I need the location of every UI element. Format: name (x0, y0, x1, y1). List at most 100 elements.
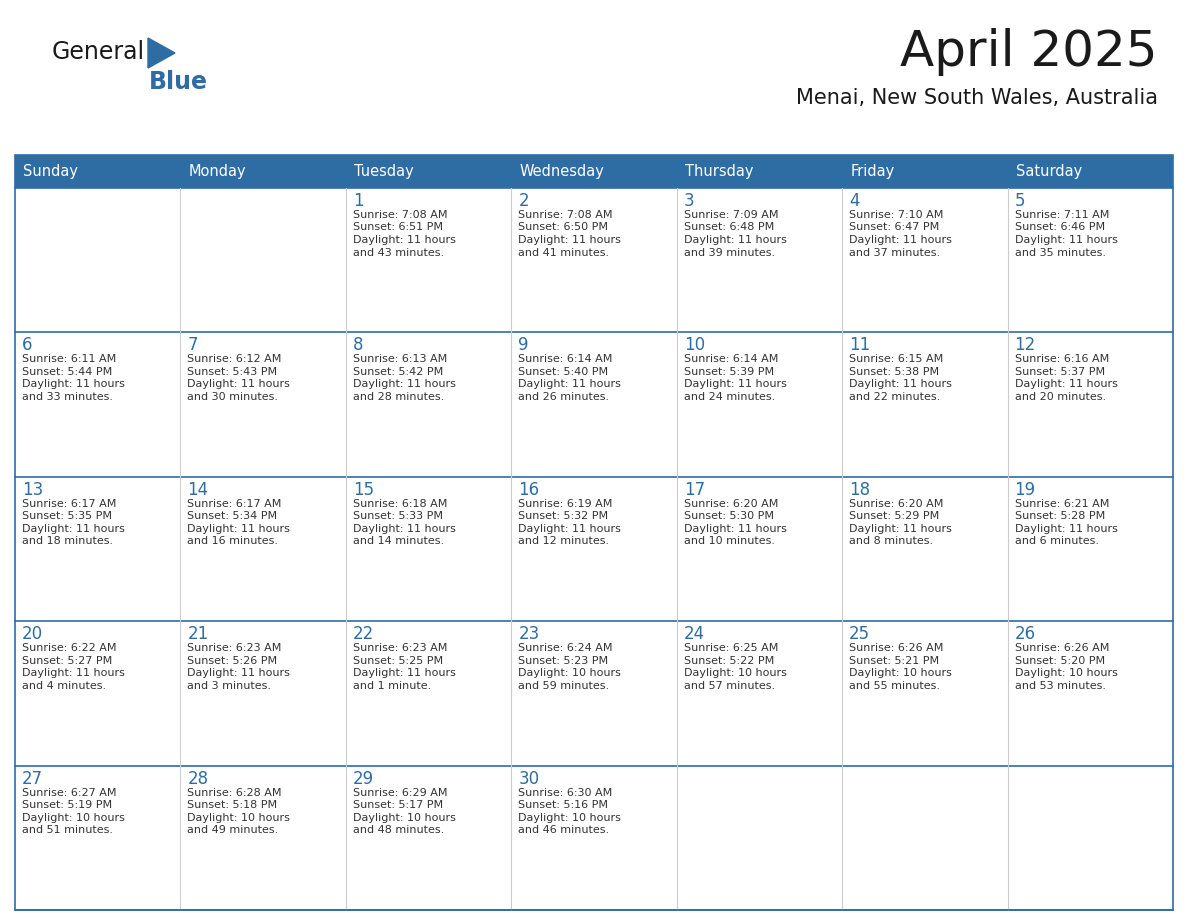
Text: Saturday: Saturday (1016, 164, 1082, 179)
Text: Daylight: 11 hours: Daylight: 11 hours (518, 379, 621, 389)
Polygon shape (148, 38, 175, 68)
Text: 16: 16 (518, 481, 539, 498)
Text: Daylight: 11 hours: Daylight: 11 hours (353, 668, 456, 678)
Bar (511, 621, 677, 766)
Text: Daylight: 10 hours: Daylight: 10 hours (518, 668, 621, 678)
Text: General: General (52, 40, 145, 64)
Text: Blue: Blue (148, 70, 208, 94)
Text: Daylight: 10 hours: Daylight: 10 hours (23, 812, 125, 823)
Text: Sunrise: 6:21 AM: Sunrise: 6:21 AM (1015, 498, 1108, 509)
Text: and 51 minutes.: and 51 minutes. (23, 825, 113, 835)
Text: 19: 19 (1015, 481, 1036, 498)
Text: Sunset: 5:19 PM: Sunset: 5:19 PM (23, 800, 112, 810)
Text: and 49 minutes.: and 49 minutes. (188, 825, 279, 835)
Text: Sunset: 6:47 PM: Sunset: 6:47 PM (849, 222, 940, 232)
Text: Sunset: 5:35 PM: Sunset: 5:35 PM (23, 511, 112, 521)
Text: and 18 minutes.: and 18 minutes. (23, 536, 113, 546)
Text: 22: 22 (353, 625, 374, 644)
Text: Sunset: 6:51 PM: Sunset: 6:51 PM (353, 222, 443, 232)
Text: Sunset: 5:29 PM: Sunset: 5:29 PM (849, 511, 940, 521)
Text: Daylight: 10 hours: Daylight: 10 hours (684, 668, 786, 678)
Text: Daylight: 11 hours: Daylight: 11 hours (23, 668, 125, 678)
Text: and 12 minutes.: and 12 minutes. (518, 536, 609, 546)
Bar (511, 155, 677, 188)
Text: Sunset: 5:17 PM: Sunset: 5:17 PM (353, 800, 443, 810)
Text: Friday: Friday (851, 164, 895, 179)
Text: Daylight: 11 hours: Daylight: 11 hours (684, 235, 786, 245)
Text: Sunset: 5:34 PM: Sunset: 5:34 PM (188, 511, 278, 521)
Text: Sunset: 5:40 PM: Sunset: 5:40 PM (518, 367, 608, 377)
Text: Sunrise: 6:26 AM: Sunrise: 6:26 AM (849, 644, 943, 654)
Text: Sunrise: 6:16 AM: Sunrise: 6:16 AM (1015, 354, 1108, 364)
Bar (181, 332, 346, 476)
Text: and 53 minutes.: and 53 minutes. (1015, 681, 1106, 690)
Text: 13: 13 (23, 481, 43, 498)
Bar (511, 188, 677, 332)
Text: Daylight: 10 hours: Daylight: 10 hours (188, 812, 290, 823)
Text: Daylight: 11 hours: Daylight: 11 hours (23, 524, 125, 533)
Text: Daylight: 10 hours: Daylight: 10 hours (353, 812, 456, 823)
Text: Sunset: 5:25 PM: Sunset: 5:25 PM (353, 655, 443, 666)
Bar (842, 621, 1007, 766)
Text: Sunset: 5:27 PM: Sunset: 5:27 PM (23, 655, 112, 666)
Text: Sunrise: 6:20 AM: Sunrise: 6:20 AM (849, 498, 943, 509)
Bar (677, 621, 842, 766)
Text: and 37 minutes.: and 37 minutes. (849, 248, 940, 258)
Text: Sunrise: 6:30 AM: Sunrise: 6:30 AM (518, 788, 613, 798)
Text: Sunrise: 6:24 AM: Sunrise: 6:24 AM (518, 644, 613, 654)
Bar (677, 155, 842, 188)
Text: Daylight: 11 hours: Daylight: 11 hours (684, 379, 786, 389)
Bar (1007, 766, 1173, 910)
Text: Sunset: 5:33 PM: Sunset: 5:33 PM (353, 511, 443, 521)
Text: 27: 27 (23, 769, 43, 788)
Text: 10: 10 (684, 336, 704, 354)
Bar (511, 476, 677, 621)
Text: Daylight: 10 hours: Daylight: 10 hours (518, 812, 621, 823)
Text: 11: 11 (849, 336, 871, 354)
Text: and 26 minutes.: and 26 minutes. (518, 392, 609, 402)
Text: Sunrise: 6:29 AM: Sunrise: 6:29 AM (353, 788, 448, 798)
Text: Sunrise: 6:19 AM: Sunrise: 6:19 AM (518, 498, 613, 509)
Text: Sunrise: 6:14 AM: Sunrise: 6:14 AM (518, 354, 613, 364)
Bar (1007, 332, 1173, 476)
Text: Sunset: 5:38 PM: Sunset: 5:38 PM (849, 367, 940, 377)
Text: 29: 29 (353, 769, 374, 788)
Bar (181, 621, 346, 766)
Text: 8: 8 (353, 336, 364, 354)
Text: Daylight: 11 hours: Daylight: 11 hours (1015, 524, 1118, 533)
Text: 24: 24 (684, 625, 704, 644)
Bar (346, 476, 511, 621)
Text: 9: 9 (518, 336, 529, 354)
Bar (677, 188, 842, 332)
Bar (842, 476, 1007, 621)
Text: Sunset: 6:50 PM: Sunset: 6:50 PM (518, 222, 608, 232)
Text: and 41 minutes.: and 41 minutes. (518, 248, 609, 258)
Text: Sunset: 5:28 PM: Sunset: 5:28 PM (1015, 511, 1105, 521)
Text: Daylight: 11 hours: Daylight: 11 hours (518, 524, 621, 533)
Text: 18: 18 (849, 481, 871, 498)
Bar (181, 766, 346, 910)
Text: and 1 minute.: and 1 minute. (353, 681, 431, 690)
Text: and 28 minutes.: and 28 minutes. (353, 392, 444, 402)
Text: Sunset: 6:46 PM: Sunset: 6:46 PM (1015, 222, 1105, 232)
Text: Sunset: 5:44 PM: Sunset: 5:44 PM (23, 367, 112, 377)
Text: Daylight: 11 hours: Daylight: 11 hours (353, 524, 456, 533)
Text: Sunset: 5:22 PM: Sunset: 5:22 PM (684, 655, 773, 666)
Bar (511, 332, 677, 476)
Text: Sunset: 5:39 PM: Sunset: 5:39 PM (684, 367, 773, 377)
Text: and 20 minutes.: and 20 minutes. (1015, 392, 1106, 402)
Text: 15: 15 (353, 481, 374, 498)
Text: Daylight: 11 hours: Daylight: 11 hours (188, 379, 290, 389)
Bar (1007, 155, 1173, 188)
Text: Daylight: 10 hours: Daylight: 10 hours (1015, 668, 1118, 678)
Text: and 39 minutes.: and 39 minutes. (684, 248, 775, 258)
Text: Sunset: 5:16 PM: Sunset: 5:16 PM (518, 800, 608, 810)
Bar (15, 476, 181, 621)
Text: Sunrise: 6:17 AM: Sunrise: 6:17 AM (23, 498, 116, 509)
Text: 26: 26 (1015, 625, 1036, 644)
Bar (842, 766, 1007, 910)
Text: 20: 20 (23, 625, 43, 644)
Text: Sunset: 6:48 PM: Sunset: 6:48 PM (684, 222, 773, 232)
Text: Sunrise: 6:11 AM: Sunrise: 6:11 AM (23, 354, 116, 364)
Text: Sunset: 5:23 PM: Sunset: 5:23 PM (518, 655, 608, 666)
